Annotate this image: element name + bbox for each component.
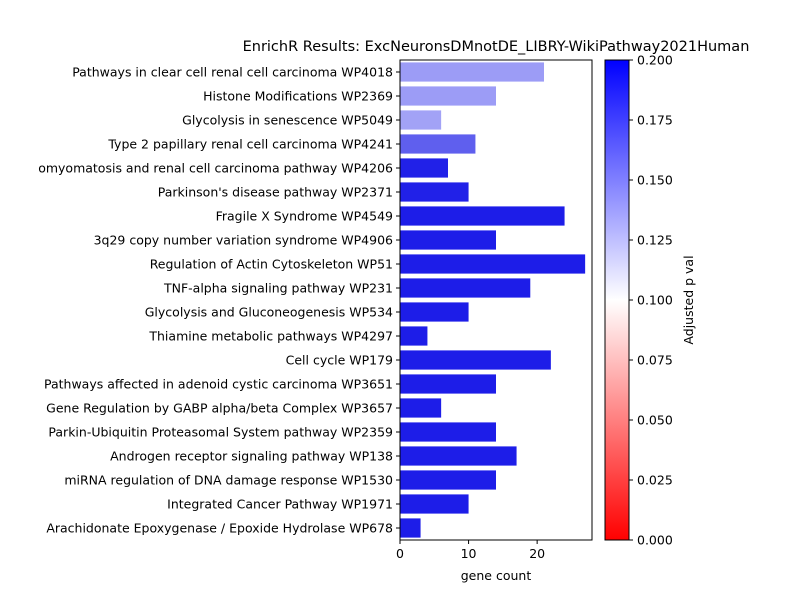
- bar: [400, 518, 421, 538]
- bar: [400, 302, 469, 322]
- category-labels: Pathways in clear cell renal cell carcin…: [38, 65, 400, 536]
- x-axis-ticks: 0 10 20: [396, 540, 545, 561]
- colorbar-tick-label: 0.200: [637, 53, 673, 68]
- colorbar-tick-label: 0.125: [637, 233, 673, 248]
- colorbar-tick-label: 0.050: [637, 413, 673, 428]
- bar: [400, 230, 496, 250]
- bar: [400, 494, 469, 514]
- x-tick-label: 10: [461, 546, 477, 561]
- category-label: Histone Modifications WP2369: [203, 89, 393, 104]
- category-label: Thiamine metabolic pathways WP4297: [148, 329, 393, 344]
- bar: [400, 206, 565, 226]
- colorbar-tick-label: 0.175: [637, 113, 673, 128]
- bar: [400, 254, 586, 274]
- category-label: miRNA regulation of DNA damage response …: [64, 473, 393, 488]
- category-label: TNF-alpha signaling pathway WP231: [163, 281, 393, 296]
- category-label: Type 2 papillary renal cell carcinoma WP…: [107, 137, 393, 152]
- colorbar-tick-label: 0.000: [637, 533, 673, 548]
- category-label: Parkin-Ubiquitin Proteasomal System path…: [48, 425, 393, 440]
- bar: [400, 326, 428, 346]
- bar: [400, 350, 551, 370]
- category-label: Androgen receptor signaling pathway WP13…: [110, 449, 393, 464]
- bar: [400, 182, 469, 202]
- category-label: Regulation of Actin Cytoskeleton WP51: [150, 257, 393, 272]
- category-label: Glycolysis and Gluconeogenesis WP534: [145, 305, 393, 320]
- colorbar-label: Adjusted p val: [681, 255, 696, 344]
- bar: [400, 86, 496, 106]
- category-label: Arachidonate Epoxygenase / Epoxide Hydro…: [46, 521, 393, 536]
- category-label: 3q29 copy number variation syndrome WP49…: [94, 233, 393, 248]
- bar: [400, 374, 496, 394]
- bars-layer: [400, 62, 586, 538]
- bar: [400, 446, 517, 466]
- bar: [400, 470, 496, 490]
- bar: [400, 158, 448, 178]
- colorbar-tick-label: 0.075: [637, 353, 673, 368]
- bar: [400, 134, 476, 154]
- x-axis-label: gene count: [461, 568, 532, 583]
- colorbar: [604, 59, 630, 541]
- colorbar-tick-label: 0.100: [637, 293, 673, 308]
- plot-frame: [399, 59, 593, 541]
- category-label: Pathways in clear cell renal cell carcin…: [72, 65, 393, 80]
- chart-title: EnrichR Results: ExcNeuronsDMnotDE_LIBRY…: [243, 39, 750, 55]
- colorbar-tick-label: 0.025: [637, 473, 673, 488]
- category-label: Gene Regulation by GABP alpha/beta Compl…: [46, 401, 393, 416]
- category-label: Cell cycle WP179: [286, 353, 393, 368]
- x-tick-label: 0: [396, 546, 404, 561]
- bar: [400, 110, 442, 130]
- bar: [400, 278, 531, 298]
- bar: [400, 398, 442, 418]
- bar: [400, 422, 496, 442]
- category-label: Parkinson's disease pathway WP2371: [158, 185, 393, 200]
- category-label: Pathways affected in adenoid cystic carc…: [44, 377, 393, 392]
- category-label: Glycolysis in senescence WP5049: [182, 113, 393, 128]
- category-label: Integrated Cancer Pathway WP1971: [167, 497, 393, 512]
- category-label: Fragile X Syndrome WP4549: [216, 209, 393, 224]
- colorbar-ticks: 0.000 0.025 0.050 0.075 0.100 0.125 0.150 0.175…: [629, 53, 673, 548]
- category-label: omyomatosis and renal cell carcinoma pat…: [38, 161, 393, 176]
- bar: [400, 62, 544, 82]
- x-tick-label: 20: [529, 546, 545, 561]
- colorbar-tick-label: 0.150: [637, 173, 673, 188]
